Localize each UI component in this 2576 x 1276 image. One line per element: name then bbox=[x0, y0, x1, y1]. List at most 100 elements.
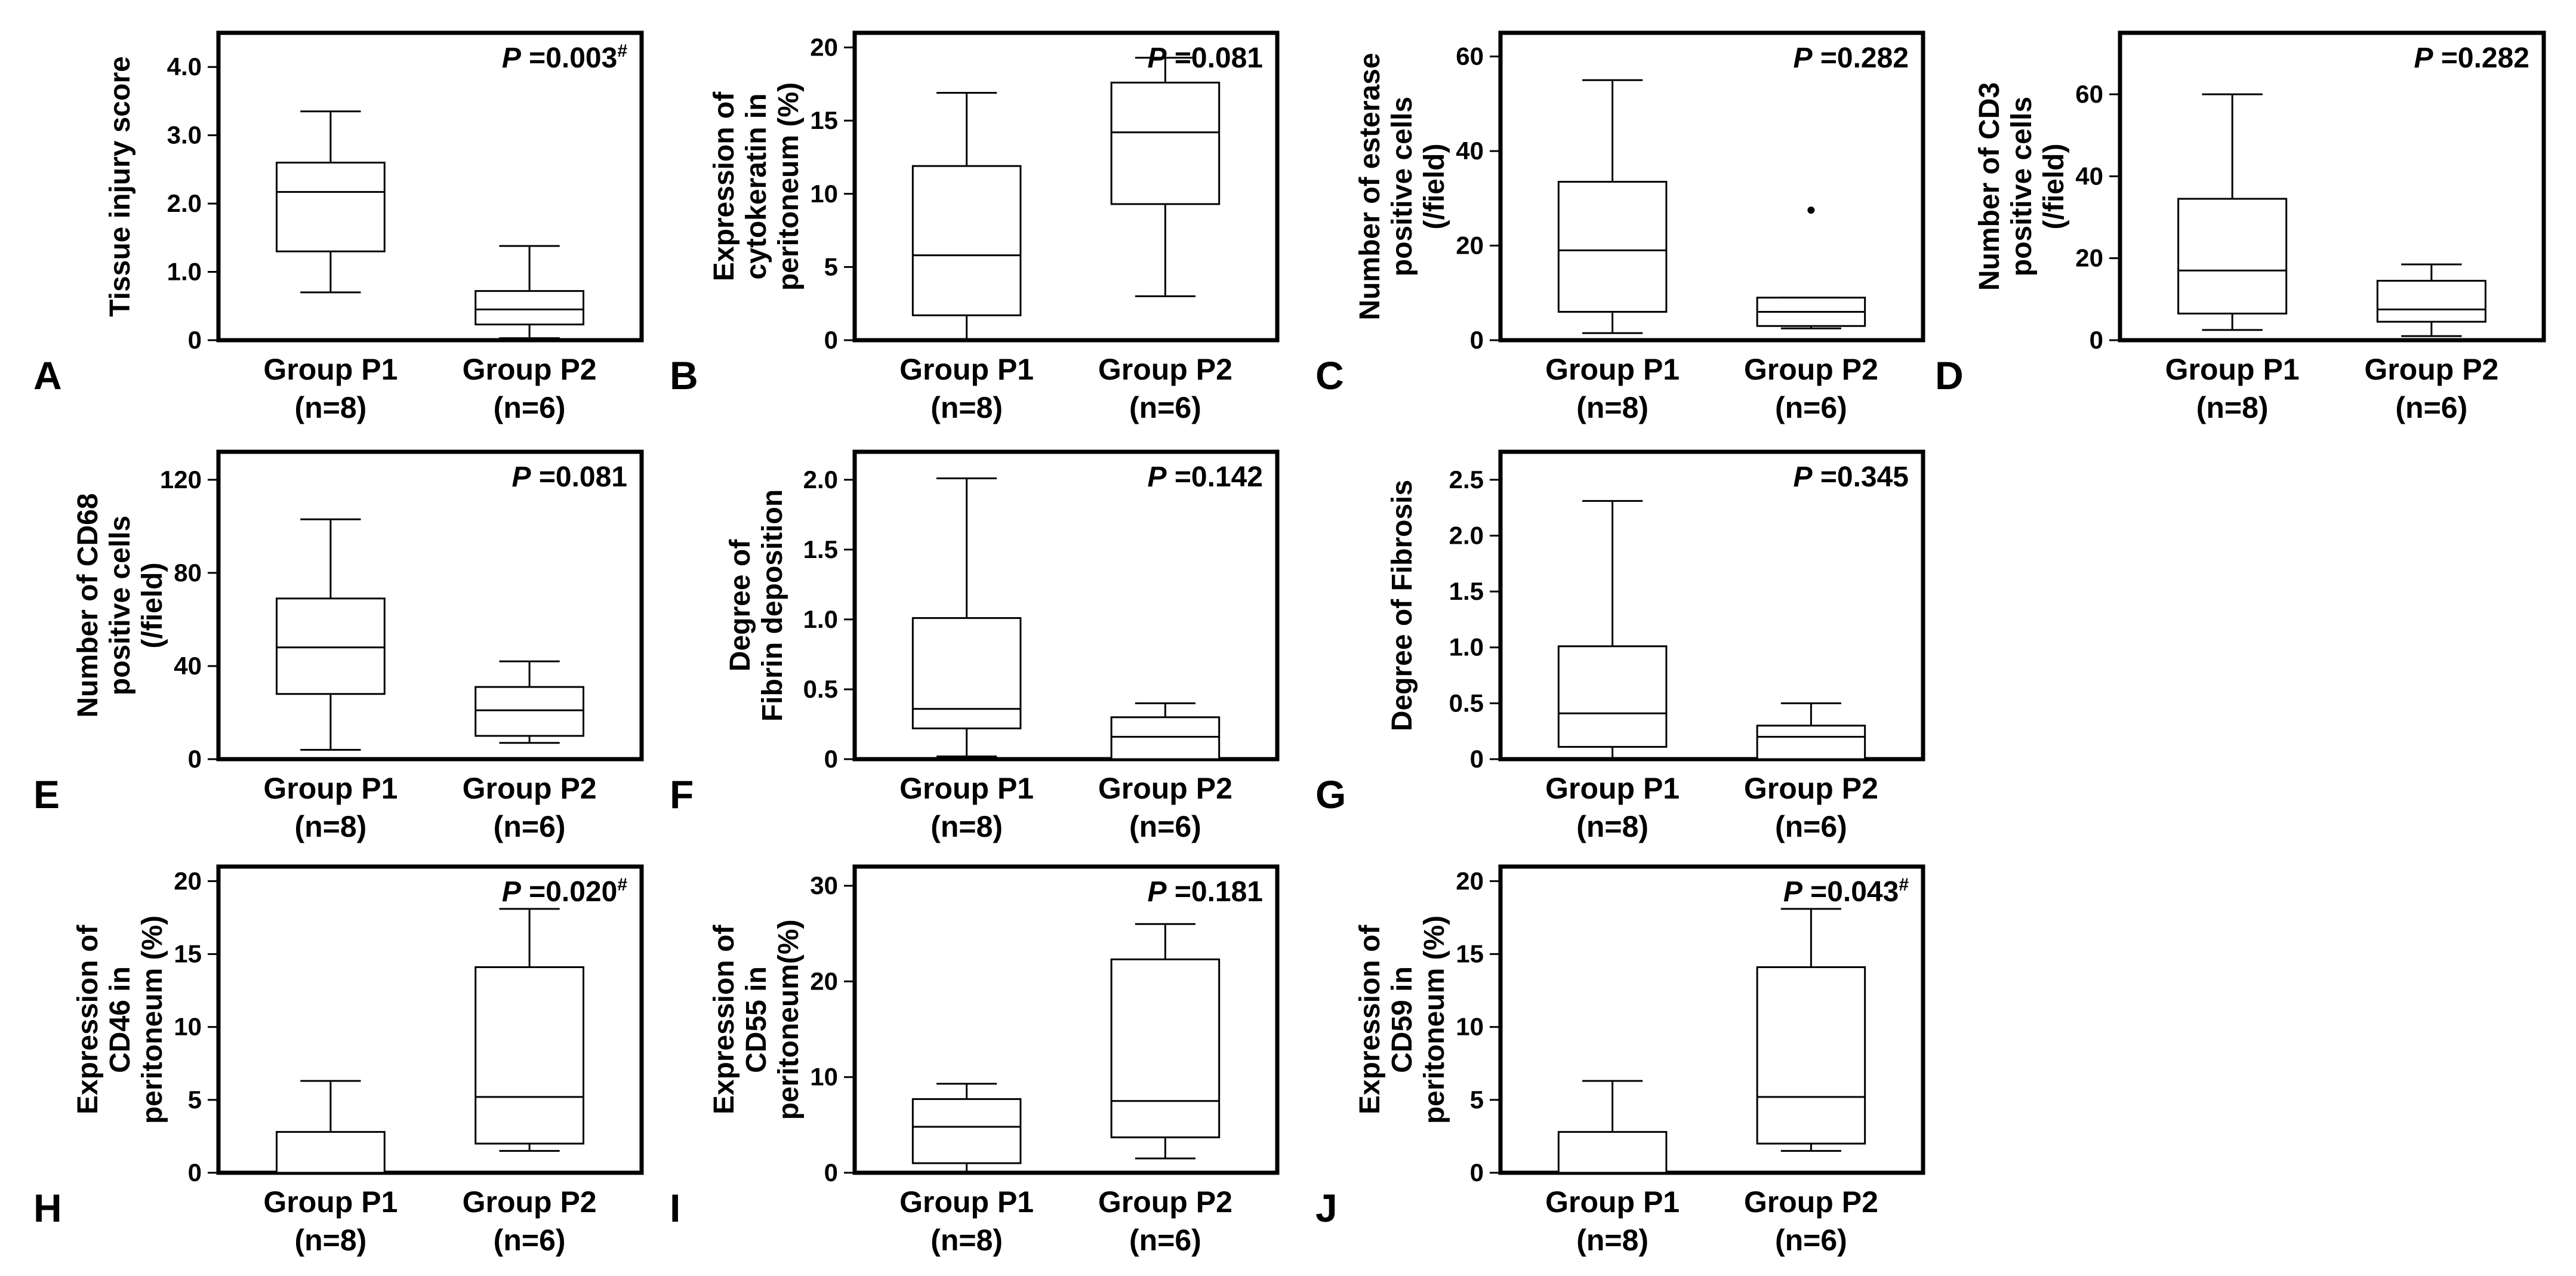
x-category-label: Group P1 bbox=[263, 1185, 398, 1219]
p-symbol: P bbox=[2414, 42, 2434, 74]
p-value: =0.282 bbox=[2433, 42, 2529, 74]
y-axis-label: Tissue injury score bbox=[104, 56, 136, 317]
iqr-box bbox=[275, 1131, 386, 1174]
y-axis-label-line: positive cells bbox=[104, 516, 136, 695]
x-category-label: Group P1 bbox=[899, 772, 1034, 805]
box-group-p1 bbox=[275, 518, 386, 751]
x-category-label: Group P2 bbox=[1744, 1185, 1878, 1219]
y-tick-label: 2.5 bbox=[1449, 466, 1484, 494]
y-axis-label-line: (/field) bbox=[137, 563, 168, 649]
y-axis-label: Degree ofFibrin deposition bbox=[725, 489, 788, 722]
p-value-label: P =0.181 bbox=[1148, 876, 1264, 908]
iqr-box bbox=[911, 1098, 1022, 1164]
p-value: =0.142 bbox=[1167, 461, 1263, 493]
y-axis-label-line: Number of CD68 bbox=[72, 493, 104, 717]
x-category-label: Group P1 bbox=[899, 1185, 1034, 1219]
y-tick-label: 120 bbox=[160, 466, 202, 494]
x-sample-size: (n=6) bbox=[1129, 810, 1201, 843]
box-group-p2 bbox=[1756, 206, 1866, 329]
y-tick-label: 10 bbox=[1456, 1013, 1484, 1041]
y-tick-label: 0 bbox=[824, 745, 838, 773]
y-tick-label: 10 bbox=[174, 1013, 202, 1041]
p-value: =0.003 bbox=[521, 42, 617, 74]
iqr-box bbox=[474, 686, 585, 737]
x-sample-size: (n=6) bbox=[2395, 391, 2467, 424]
y-axis-label-line: peritoneum(%) bbox=[773, 920, 805, 1120]
x-sample-size: (n=6) bbox=[1775, 1223, 1847, 1257]
y-tick-label: 2.0 bbox=[803, 466, 838, 494]
x-category-label: Group P2 bbox=[1744, 772, 1878, 805]
p-symbol: P bbox=[1783, 876, 1803, 908]
y-tick-label: 5 bbox=[188, 1086, 202, 1114]
iqr-box bbox=[1756, 966, 1866, 1145]
y-tick-label: 20 bbox=[1456, 232, 1484, 260]
y-tick-label: 2.0 bbox=[167, 189, 202, 217]
y-axis-label-line: (/field) bbox=[1419, 144, 1450, 230]
y-axis-label-line: cytokeratin in bbox=[741, 93, 772, 279]
y-tick-label: 0 bbox=[824, 326, 838, 354]
box-group-p2 bbox=[1756, 702, 1866, 760]
x-sample-size: (n=6) bbox=[494, 1223, 566, 1257]
box-group-p2 bbox=[1110, 923, 1221, 1160]
p-value: =0.043 bbox=[1802, 876, 1899, 908]
y-tick-label: 15 bbox=[174, 940, 202, 968]
y-tick-label: 0 bbox=[1470, 1158, 1484, 1186]
x-sample-size: (n=6) bbox=[494, 810, 566, 843]
y-tick-label: 0 bbox=[1470, 326, 1484, 354]
y-axis-label-line: Degree of bbox=[725, 539, 756, 671]
y-tick-label: 80 bbox=[174, 559, 202, 587]
x-sample-size: (n=8) bbox=[930, 810, 1003, 843]
y-tick-label: 3.0 bbox=[167, 121, 202, 149]
p-symbol: P bbox=[502, 876, 522, 908]
iqr-box bbox=[474, 966, 585, 1145]
y-tick-label: 60 bbox=[1456, 42, 1484, 70]
x-category-label: Group P2 bbox=[2364, 353, 2498, 386]
y-axis-label: Expression ofCD59 inperitoneum (%) bbox=[1354, 916, 1450, 1124]
iqr-box bbox=[275, 597, 386, 695]
p-value: =0.081 bbox=[531, 461, 627, 493]
x-sample-size: (n=6) bbox=[1775, 810, 1847, 843]
x-category-label: Group P1 bbox=[263, 353, 398, 386]
box-group-p1 bbox=[275, 110, 386, 294]
x-category-label: Group P1 bbox=[263, 772, 398, 805]
y-tick-label: 2.0 bbox=[1449, 521, 1484, 549]
panel-letter: H bbox=[33, 1186, 62, 1230]
y-tick-label: 60 bbox=[2075, 80, 2103, 108]
y-tick-label: 40 bbox=[174, 652, 202, 680]
iqr-box bbox=[2177, 198, 2288, 315]
x-category-label: Group P2 bbox=[463, 1185, 597, 1219]
x-sample-size: (n=8) bbox=[294, 1223, 366, 1257]
panel-letter: E bbox=[33, 772, 60, 816]
panel-G: 0 0.5 1.0 1.5 2.0 2.5 Degree of Fibrosis P =0.3… bbox=[1315, 449, 1925, 843]
y-axis-label-line: Expression of bbox=[1354, 924, 1386, 1114]
iqr-box bbox=[2376, 279, 2486, 323]
panel-letter: C bbox=[1315, 353, 1344, 397]
y-tick-label: 20 bbox=[810, 967, 838, 995]
y-axis-label-line: Degree of Fibrosis bbox=[1386, 480, 1418, 731]
box-group-p1 bbox=[275, 1080, 386, 1174]
p-value-label: P =0.282 bbox=[2414, 42, 2530, 74]
box-group-p2 bbox=[474, 660, 585, 744]
y-axis-label-line: Number of esterase bbox=[1354, 53, 1386, 320]
x-category-label: Group P1 bbox=[2165, 353, 2300, 386]
y-tick-label: 0.5 bbox=[1449, 689, 1484, 717]
y-tick-label: 30 bbox=[810, 871, 838, 899]
x-category-label: Group P1 bbox=[1545, 772, 1680, 805]
iqr-box bbox=[1557, 645, 1668, 748]
p-value-label: P =0.043# bbox=[1783, 875, 1909, 908]
significance-mark: # bbox=[617, 41, 627, 61]
panel-letter: D bbox=[1935, 353, 1964, 397]
p-value-label: P =0.142 bbox=[1148, 461, 1264, 493]
x-category-label: Group P2 bbox=[463, 772, 597, 805]
x-category-label: Group P2 bbox=[1098, 1185, 1232, 1219]
y-tick-label: 10 bbox=[810, 180, 838, 208]
box-group-p2 bbox=[1756, 908, 1866, 1152]
y-axis-label-line: positive cells bbox=[2006, 97, 2038, 276]
y-tick-label: 20 bbox=[174, 867, 202, 895]
y-axis-label: Expression ofcytokeratin inperitoneum (%… bbox=[708, 82, 805, 291]
y-axis-label: Expression ofCD55 inperitoneum(%) bbox=[708, 920, 805, 1120]
significance-mark: # bbox=[617, 875, 627, 895]
y-tick-label: 0 bbox=[1470, 745, 1484, 773]
